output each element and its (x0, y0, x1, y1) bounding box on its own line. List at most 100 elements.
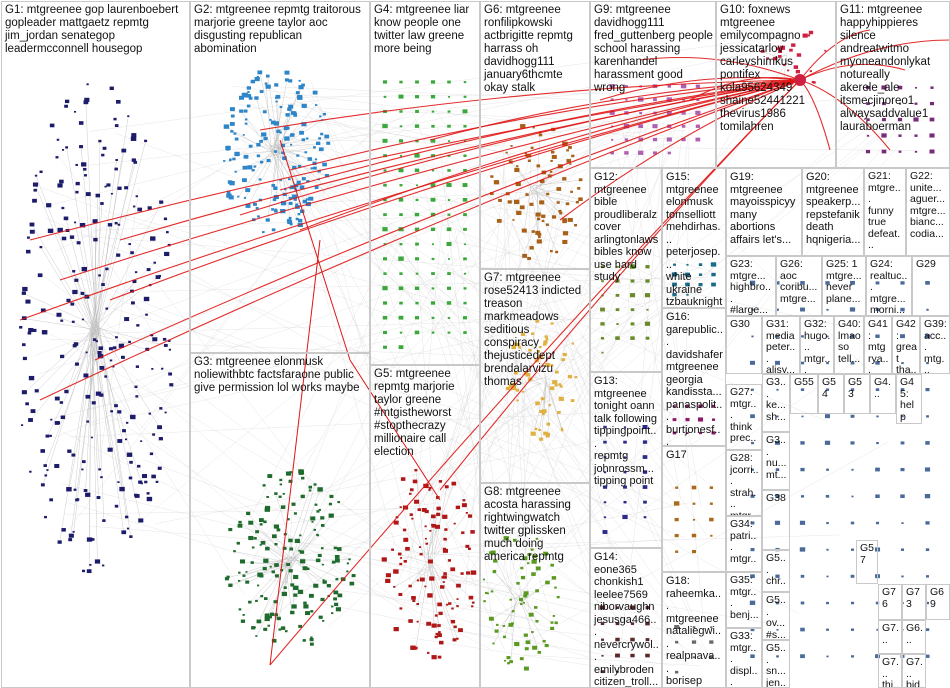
graph-node (800, 601, 805, 605)
graph-node (616, 323, 619, 325)
graph-node (250, 561, 254, 564)
graph-node (143, 296, 150, 302)
graph-node (310, 167, 314, 170)
graph-node (437, 602, 442, 607)
graph-node (430, 197, 436, 202)
graph-node (383, 198, 387, 202)
highlight-edge (799, 63, 906, 81)
graph-node (531, 631, 534, 634)
graph-node (256, 75, 259, 78)
graph-node (56, 138, 60, 141)
group-label-g13: G13: mtgreenee tonight oann talk followi… (594, 375, 657, 487)
graph-node (239, 559, 246, 564)
graph-edge (49, 339, 576, 360)
graph-node (310, 516, 316, 521)
hub-node (794, 74, 806, 86)
graph-node (306, 180, 310, 183)
highlight-edge (289, 79, 801, 171)
graph-node (681, 111, 686, 115)
graph-edge (289, 149, 712, 659)
graph-node (566, 149, 569, 152)
graph-node (615, 622, 620, 626)
graph-node (301, 122, 307, 127)
graph-node (271, 638, 277, 643)
graph-node (382, 301, 388, 305)
graph-node (565, 202, 570, 206)
group-label-g5: G5: mtgreenee repmtg marjorie taylor gre… (374, 368, 455, 458)
graph-node (115, 336, 118, 339)
graph-node (287, 107, 292, 111)
graph-node (850, 334, 855, 338)
graph-edge (278, 156, 644, 308)
graph-node (672, 431, 677, 435)
group-panel-g39: G39: acc... mtg... titu... (920, 316, 950, 374)
graph-edge (294, 273, 615, 559)
graph-node (414, 316, 420, 320)
graph-node (523, 594, 528, 598)
group-panel-g7a: G7... (878, 620, 902, 654)
graph-node (254, 77, 260, 82)
graph-node (266, 495, 269, 499)
graph-edge (89, 351, 245, 595)
graph-node (234, 151, 240, 157)
graph-node (324, 134, 330, 139)
graph-edge (298, 220, 409, 507)
graph-node (751, 441, 754, 445)
group-panel-g2: G2: mtgreenee repmtg traitorous marjorie… (190, 1, 370, 353)
highlight-edge (109, 79, 801, 301)
graph-node (117, 410, 122, 414)
graph-node (929, 117, 935, 122)
graph-node (876, 628, 879, 631)
graph-node (556, 187, 562, 191)
group-panel-g9: G9: mtgreenee davidhogg111 fred_guttenbe… (590, 1, 716, 168)
graph-edge (92, 269, 108, 333)
graph-node (322, 619, 325, 622)
graph-node (320, 597, 325, 602)
graph-node (926, 601, 929, 605)
graph-edge (97, 141, 146, 327)
graph-node (414, 153, 420, 158)
graph-node (695, 137, 701, 142)
graph-node (309, 637, 314, 642)
graph-node (74, 278, 79, 282)
graph-node (686, 263, 689, 266)
graph-node (335, 578, 339, 581)
graph-edge (92, 195, 98, 335)
graph-node (430, 94, 436, 99)
graph-node (116, 253, 121, 257)
graph-node (128, 476, 133, 480)
graph-node (132, 279, 137, 284)
graph-node (226, 575, 230, 579)
graph-node (557, 410, 561, 414)
graph-node (105, 307, 109, 310)
graph-edge (73, 271, 100, 334)
graph-node (137, 207, 143, 212)
graph-node (271, 228, 276, 232)
graph-edge (247, 564, 286, 583)
graph-edge (289, 43, 796, 151)
graph-node (255, 530, 259, 534)
graph-node (601, 654, 604, 657)
graph-node (543, 431, 548, 436)
graph-node (228, 159, 232, 162)
group-panel-g5b: G5... ov... #s... (762, 592, 790, 640)
graph-node (414, 168, 420, 173)
graph-node (431, 154, 435, 158)
graph-node (523, 633, 528, 637)
graph-edge (290, 564, 293, 586)
graph-edge (420, 103, 644, 504)
graph-node (431, 257, 435, 261)
graph-node (158, 437, 163, 441)
graph-edge (412, 637, 624, 671)
graph-node (315, 104, 318, 106)
graph-node (150, 236, 156, 241)
graph-node (145, 347, 150, 351)
graph-edge (286, 487, 311, 559)
graph-node (470, 530, 475, 534)
highlight-edge (299, 79, 801, 231)
graph-edge (91, 327, 99, 498)
graph-node (134, 493, 138, 497)
group-panel-g7b: G7... thi... (878, 654, 902, 688)
graph-node (437, 655, 442, 659)
graph-node (925, 628, 930, 632)
